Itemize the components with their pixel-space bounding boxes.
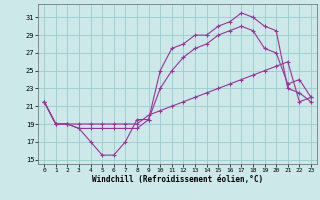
X-axis label: Windchill (Refroidissement éolien,°C): Windchill (Refroidissement éolien,°C) (92, 175, 263, 184)
